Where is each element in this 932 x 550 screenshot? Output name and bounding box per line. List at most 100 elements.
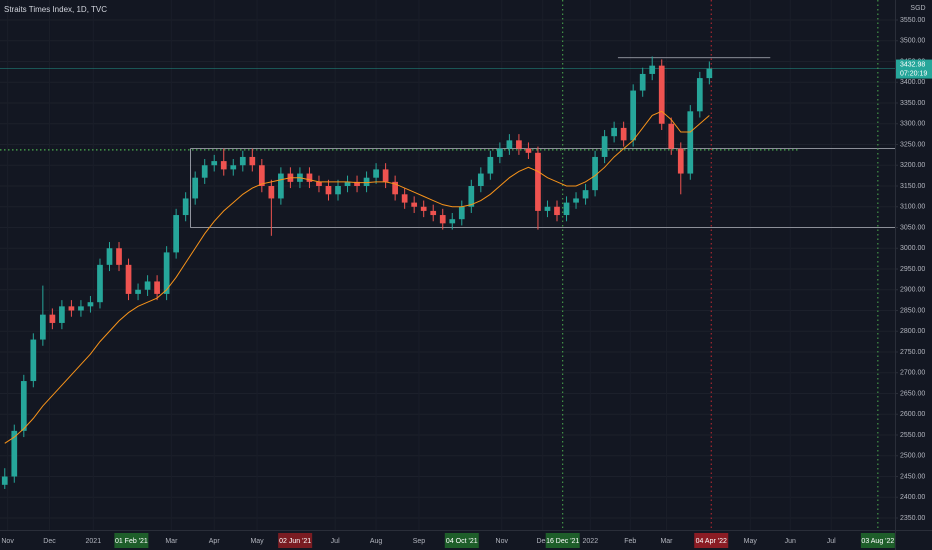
candle-body <box>173 215 179 253</box>
candle-body <box>335 186 341 195</box>
y-tick-label: 2850.00 <box>900 307 925 314</box>
candle-body <box>525 148 532 153</box>
candle-body <box>20 381 27 431</box>
candle-body <box>125 264 132 294</box>
date-marker-label: 04 Oct '21 <box>446 538 478 545</box>
candle-body <box>411 202 418 207</box>
x-tick-label: Jun <box>785 538 796 545</box>
currency: SGD <box>910 5 925 12</box>
y-tick-label: 3500.00 <box>900 38 925 45</box>
candle-body <box>116 248 122 265</box>
y-tick-label: 3150.00 <box>900 183 925 190</box>
candle-body <box>78 306 84 311</box>
x-tick-label: 2022 <box>583 538 599 545</box>
y-tick-label: 2450.00 <box>900 473 925 480</box>
candle-body <box>87 302 94 307</box>
candle-body <box>144 281 151 290</box>
candle-body <box>258 165 265 186</box>
last-price-box <box>896 59 932 79</box>
candle-body <box>163 252 170 294</box>
candle-body <box>135 289 141 294</box>
candle-body <box>497 148 503 157</box>
candle-body <box>687 111 694 174</box>
date-marker-box <box>444 533 479 548</box>
candle-body <box>59 306 65 323</box>
date-marker-label: 03 Aug '22 <box>861 538 894 545</box>
y-tick-label: 3400.00 <box>900 79 925 86</box>
candle-body <box>230 165 237 170</box>
candle-body <box>49 314 56 323</box>
candle-body <box>639 73 646 91</box>
y-tick-label: 3550.00 <box>900 17 925 24</box>
x-tick-label: Aug <box>370 538 383 545</box>
x-tick-label: Nov <box>1 538 14 545</box>
y-tick-label: 3350.00 <box>900 100 925 107</box>
candle-body <box>430 210 437 216</box>
candle-body <box>97 264 103 303</box>
candle-body <box>363 177 370 186</box>
candle-body <box>306 173 313 182</box>
chart-title: Straits Times Index, 1D, TVC <box>4 5 107 14</box>
candle-body <box>696 78 703 112</box>
candle-body <box>601 136 608 157</box>
y-tick-label: 3200.00 <box>900 162 925 169</box>
plot-area <box>0 0 895 530</box>
y-tick-label: 3250.00 <box>900 141 925 148</box>
date-marker-box <box>860 533 895 548</box>
candle-body <box>344 181 351 186</box>
candle-body <box>658 65 665 124</box>
date-marker-box <box>694 533 729 548</box>
y-tick-label: 2950.00 <box>900 266 925 273</box>
y-tick-label: 2800.00 <box>900 328 925 335</box>
y-tick-label: 2400.00 <box>900 494 925 501</box>
y-tick-label: 2700.00 <box>900 370 925 377</box>
candle-body <box>582 190 589 199</box>
candle-body <box>354 181 360 186</box>
candle-body <box>268 186 275 199</box>
x-tick-label: Nov <box>496 538 509 545</box>
x-tick-label: Mar <box>165 538 178 545</box>
y-tick-label: 2350.00 <box>900 515 925 522</box>
countdown-label: 07:20:19 <box>900 70 927 77</box>
candle-body <box>535 152 541 211</box>
candle-body <box>458 206 465 220</box>
y-tick-label: 3100.00 <box>900 204 925 211</box>
x-tick-label: 2021 <box>86 538 102 545</box>
candle-body <box>420 206 427 211</box>
last-price-label: 3432.98 <box>900 61 925 68</box>
candle-body <box>544 206 551 211</box>
candle-body <box>401 194 408 203</box>
candle-body <box>106 248 113 265</box>
y-tick-label: 3300.00 <box>900 121 925 128</box>
candle-body <box>373 169 379 178</box>
candle-body <box>220 161 227 170</box>
x-tick-label: May <box>744 538 758 545</box>
candle-body <box>554 206 560 216</box>
date-marker-label: 01 Feb '21 <box>115 538 148 545</box>
candle-body <box>706 68 713 79</box>
date-marker-label: 04 Apr '22 <box>696 538 727 545</box>
y-tick-label: 3050.00 <box>900 224 925 231</box>
candle-body <box>211 161 218 166</box>
candle-body <box>154 281 160 294</box>
candle-body <box>620 127 627 141</box>
candle-body <box>68 306 75 311</box>
x-tick-label: Dec <box>536 538 549 545</box>
candle-body <box>630 90 637 141</box>
candle-body <box>611 127 617 137</box>
date-marker-label: 02 Jun '21 <box>279 538 311 545</box>
candle-body <box>649 65 656 74</box>
x-tick-label: Dec <box>43 538 56 545</box>
candle-body <box>11 430 18 477</box>
date-marker-box <box>545 533 580 548</box>
candle-body <box>516 140 522 149</box>
x-tick-label: Feb <box>624 538 636 545</box>
candle-body <box>487 156 494 174</box>
candle-body <box>325 186 332 195</box>
x-tick-label: May <box>250 538 264 545</box>
candle-body <box>278 173 284 199</box>
y-tick-label: 2600.00 <box>900 411 925 418</box>
candle-body <box>201 165 208 178</box>
y-tick-label: 2500.00 <box>900 453 925 460</box>
